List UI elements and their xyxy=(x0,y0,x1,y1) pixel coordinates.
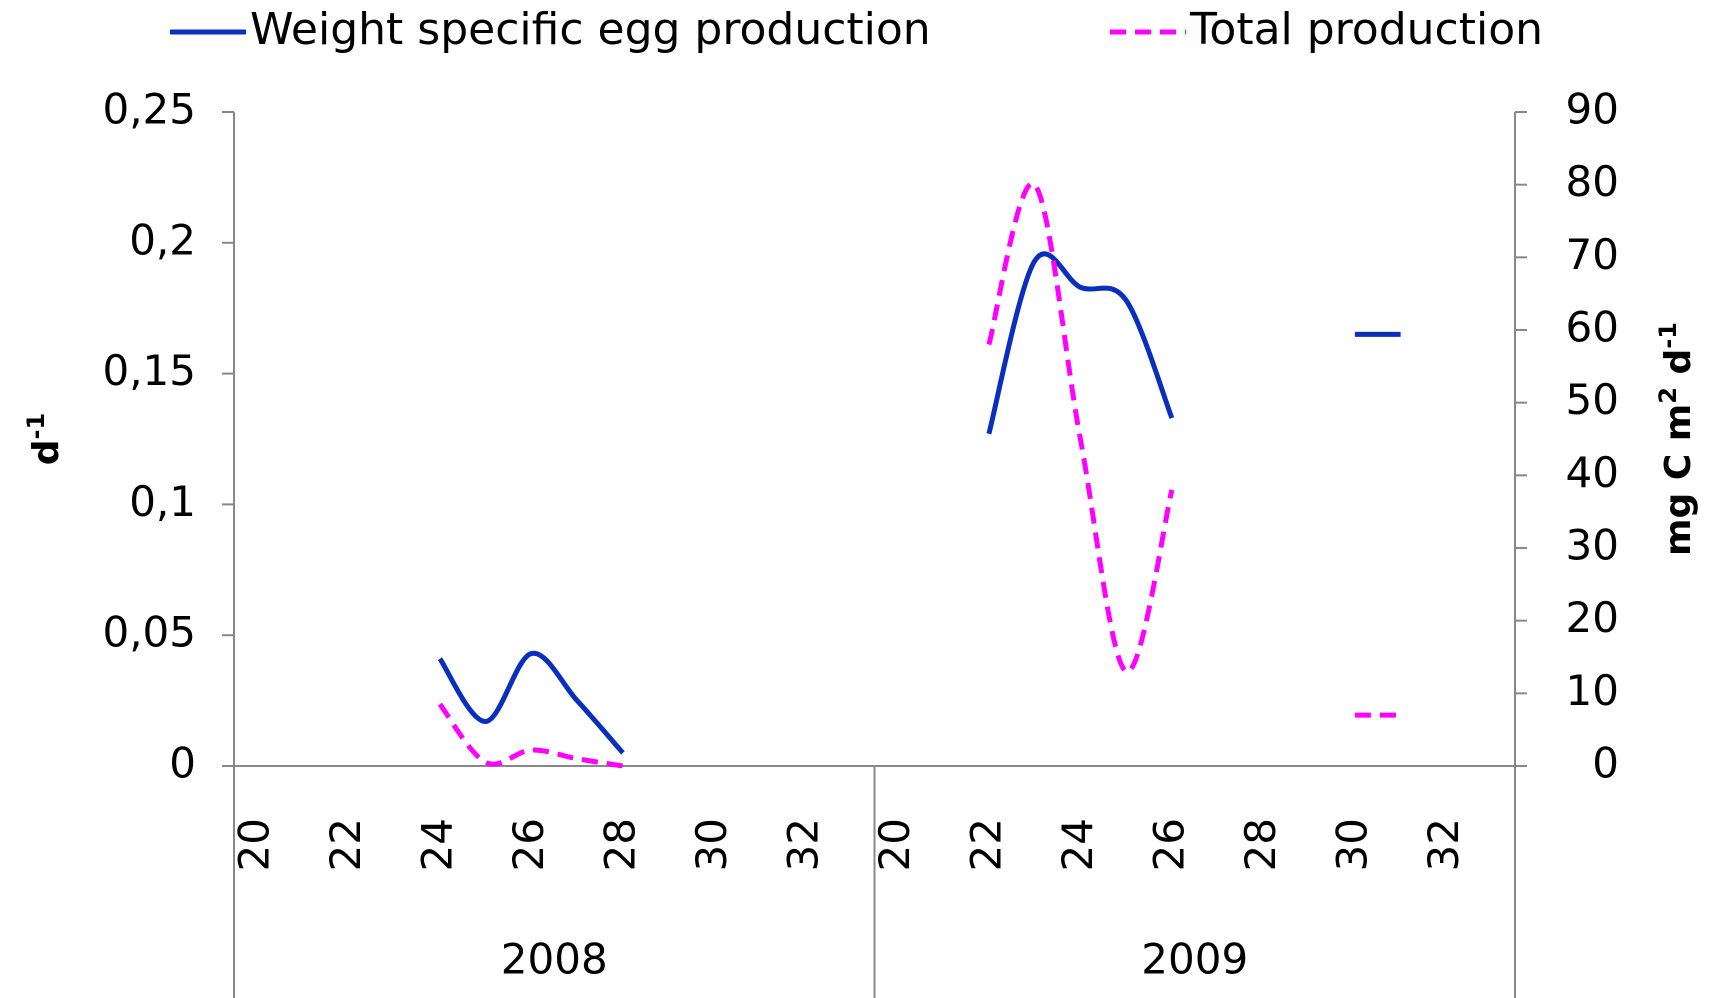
y2-tick-label: 40 xyxy=(1566,448,1619,497)
y-tick-label: 0,05 xyxy=(102,608,196,657)
x-tick-label: 30 xyxy=(1327,818,1376,871)
y2-tick-label: 0 xyxy=(1592,739,1619,788)
series-line xyxy=(437,702,624,769)
x-group-label: 2008 xyxy=(501,935,608,984)
y-tick-label: 0 xyxy=(169,739,196,788)
x-tick-label: 30 xyxy=(687,818,736,871)
y2-axis-title-part: d xyxy=(1658,349,1699,387)
series-line xyxy=(986,181,1175,675)
y2-axis-title-part: 2 xyxy=(1654,387,1682,404)
y2-tick-label: 90 xyxy=(1566,85,1619,134)
series-line xyxy=(986,251,1175,435)
x-group-label: 2009 xyxy=(1141,935,1248,984)
legend-label: Weight specific egg production xyxy=(250,4,931,55)
y-tick-label: 0,1 xyxy=(129,477,196,526)
y2-tick-label: 50 xyxy=(1566,375,1619,424)
y2-tick-label: 10 xyxy=(1566,666,1619,715)
legend-label: Total production xyxy=(1189,4,1543,55)
series-line xyxy=(437,651,625,755)
y2-axis-title-part: mg C m xyxy=(1658,404,1699,556)
x-tick-label: 22 xyxy=(321,818,370,871)
y2-tick-label: 80 xyxy=(1566,157,1619,206)
x-tick-label: 24 xyxy=(412,818,461,871)
y2-tick-label: 20 xyxy=(1566,593,1619,642)
x-tick-label: 32 xyxy=(1419,818,1468,871)
y-axis-title-part: d xyxy=(26,439,67,465)
x-tick-label: 20 xyxy=(870,818,919,871)
y-tick-label: 0,15 xyxy=(102,346,196,395)
x-tick-label: 24 xyxy=(1053,818,1102,871)
x-tick-label: 26 xyxy=(504,818,553,871)
y-axis-title-part: -1 xyxy=(22,413,50,440)
y2-axis-title: mg C m2 d-1 xyxy=(1654,322,1699,556)
y-tick-label: 0,25 xyxy=(102,85,196,134)
y2-tick-label: 60 xyxy=(1566,303,1619,352)
y-tick-label: 0,2 xyxy=(129,215,196,264)
y2-axis-title-part: -1 xyxy=(1654,322,1682,349)
x-tick-label: 28 xyxy=(595,818,644,871)
x-tick-label: 28 xyxy=(1236,818,1285,871)
x-tick-label: 26 xyxy=(1144,818,1193,871)
y2-tick-label: 70 xyxy=(1566,230,1619,279)
y-axis-title: d-1 xyxy=(22,413,67,465)
y2-tick-label: 30 xyxy=(1566,521,1619,570)
x-tick-label: 32 xyxy=(778,818,827,871)
x-tick-label: 22 xyxy=(961,818,1010,871)
x-tick-label: 20 xyxy=(229,818,278,871)
